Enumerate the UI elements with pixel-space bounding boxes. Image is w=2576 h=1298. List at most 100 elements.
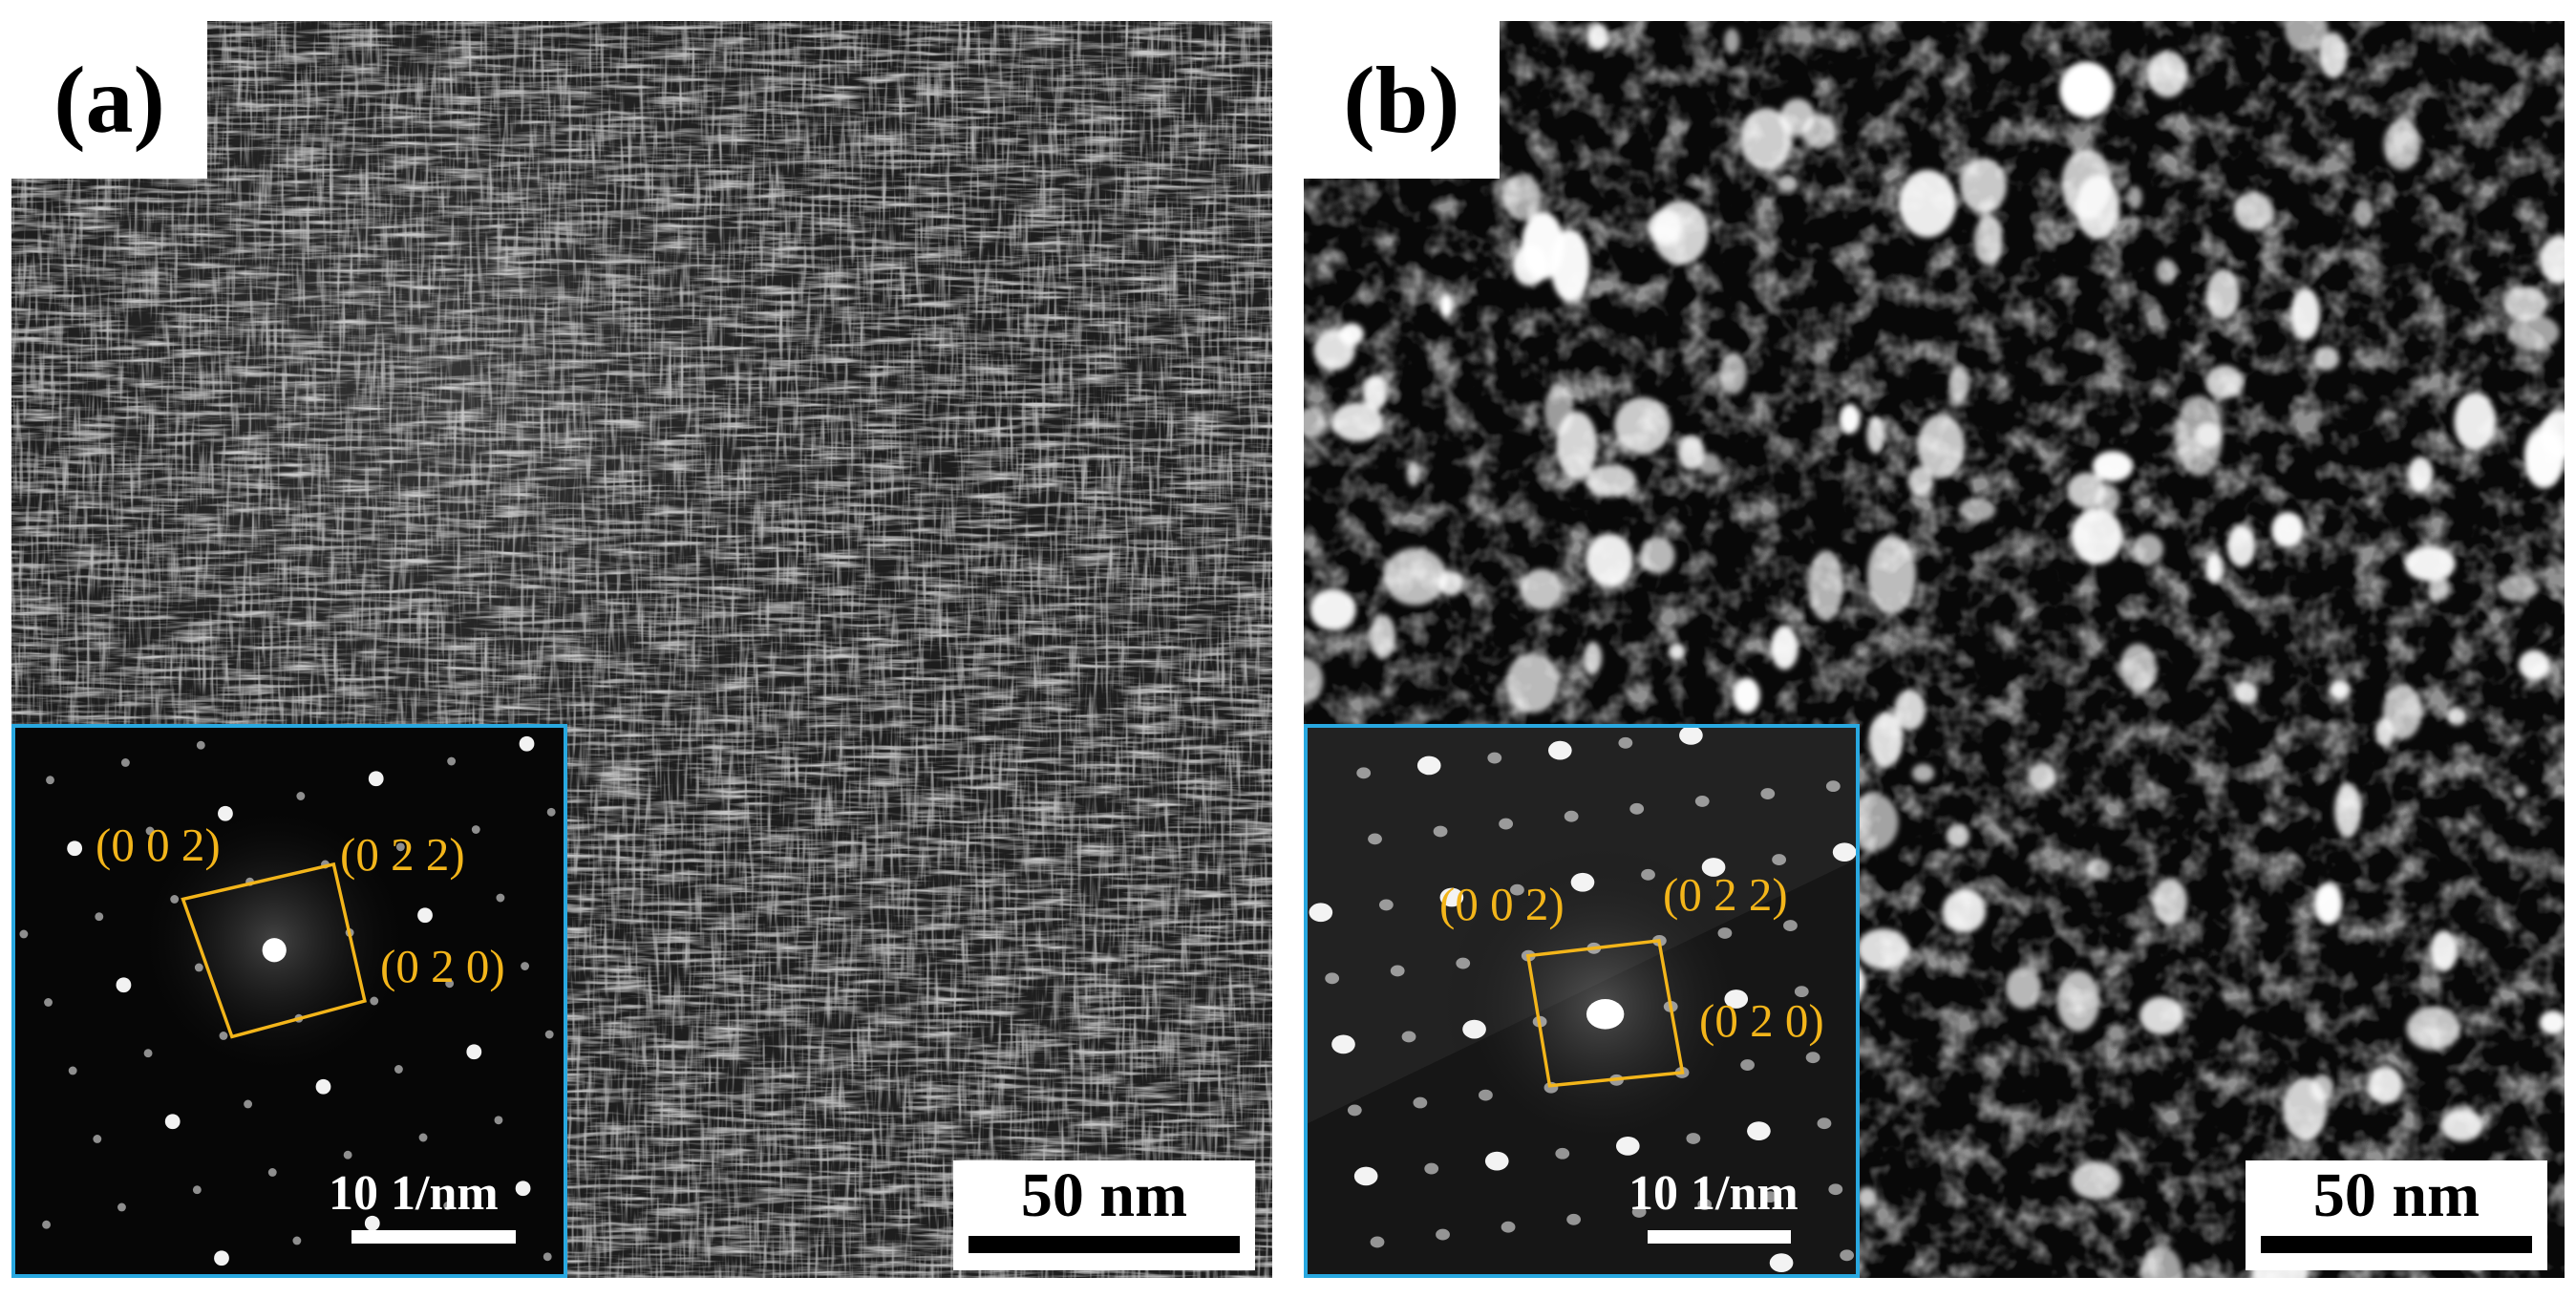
diffraction-spot: [1487, 752, 1502, 764]
diffraction-spots-a: [19, 735, 556, 1266]
precipitate-particle: [1946, 823, 1969, 848]
precipitate-particle: [1808, 550, 1843, 621]
precipitate-particle: [1857, 1187, 1878, 1208]
diffraction-spot: [1370, 1236, 1385, 1248]
diffraction-spot: [417, 907, 433, 924]
precipitate-particle: [2119, 643, 2157, 692]
precipitate-particle: [2147, 51, 2188, 97]
precipitate-particle: [1917, 414, 1966, 479]
diffraction-spot: [267, 1168, 277, 1177]
diffraction-spot: [1368, 833, 1382, 845]
diffraction-spot: [1747, 1121, 1771, 1140]
precipitate-particle: [1899, 169, 1956, 238]
diffraction-spot: [1501, 1221, 1516, 1233]
precipitate-particle: [1586, 533, 1633, 587]
precipitate-particle: [2539, 1011, 2565, 1035]
precipitate-particle: [1304, 657, 1324, 704]
precipitate-particle: [1383, 547, 1447, 606]
precipitate-particle: [1867, 535, 1916, 615]
diffraction-spot: [395, 842, 405, 852]
precipitate-particle: [1677, 436, 1705, 470]
diffraction-spot: [1832, 842, 1856, 862]
diffraction-spot: [515, 1181, 531, 1197]
precipitate-particle: [1942, 889, 1987, 933]
inset-scale-label-b: 10 1/nm: [1629, 1166, 1799, 1221]
diffraction-spot: [218, 805, 233, 821]
diffraction-spot: [543, 1252, 552, 1262]
diffraction-spot: [1456, 957, 1471, 969]
diffraction-spot: [1566, 1213, 1582, 1225]
diffraction-spot: [1828, 1183, 1843, 1196]
panel-label-b: (b): [1304, 21, 1500, 179]
diffraction-spot: [1555, 1147, 1570, 1160]
precipitate-particle: [1586, 464, 1636, 498]
precipitate-particle: [1740, 108, 1793, 171]
precipitate-particle: [2234, 681, 2258, 704]
diffraction-spot: [116, 977, 132, 993]
diffraction-spot: [196, 740, 205, 750]
precipitate-particle: [2194, 422, 2222, 449]
unit-cell-outline-a: [181, 862, 367, 1039]
diffraction-spot: [68, 1066, 77, 1075]
diffraction-spot: [1479, 1089, 1493, 1101]
precipitate-particle: [2056, 970, 2100, 1032]
precipitate-particle: [1512, 245, 1547, 287]
diffraction-spot: [364, 1215, 380, 1231]
precipitate-particle: [2374, 717, 2394, 746]
diffraction-spot: [1794, 986, 1809, 998]
precipitate-particle: [1949, 365, 1969, 404]
precipitate-particle: [2507, 314, 2560, 351]
diffraction-spot: [1325, 972, 1340, 985]
diffraction-spot: [544, 1030, 554, 1039]
precipitate-particle: [2206, 268, 2240, 320]
diffraction-spot: [1462, 1019, 1486, 1039]
precipitate-particle: [2092, 451, 2134, 482]
diffraction-spot: [1413, 1096, 1428, 1109]
diffraction-spot: [1347, 1104, 1362, 1117]
diffraction-spot: [1783, 920, 1798, 932]
diffraction-spot: [1499, 818, 1514, 830]
precipitate-particle: [2133, 533, 2163, 564]
diffraction-spot: [170, 895, 180, 904]
miller-index-020-b: (0 2 0): [1699, 994, 1824, 1047]
diffraction-spot: [418, 1133, 428, 1142]
precipitate-particle: [1911, 763, 1935, 783]
diffraction-inset-a: (0 0 2) (0 2 2) (0 2 0) 10 1/nm: [11, 724, 567, 1278]
diffraction-spot: [1840, 1249, 1855, 1262]
diffraction-spot: [494, 1116, 503, 1125]
precipitate-particle: [2430, 930, 2459, 971]
miller-index-002-b: (0 0 2): [1439, 878, 1565, 930]
diffraction-spot: [1586, 999, 1625, 1030]
precipitate-particle: [1777, 175, 1799, 193]
diffraction-spot: [343, 1150, 352, 1160]
diffraction-spot: [370, 996, 379, 1006]
precipitate-particle: [2127, 185, 2142, 209]
diffraction-spot: [194, 963, 203, 972]
precipitate-particle: [2334, 782, 2361, 838]
diffraction-spot: [1631, 1205, 1647, 1218]
precipitate-particle: [2156, 258, 2177, 285]
diffraction-spot: [1416, 755, 1441, 776]
diffraction-spot: [519, 735, 535, 752]
precipitate-particle: [2205, 553, 2224, 584]
precipitate-particle: [1437, 571, 1463, 596]
diffraction-spot: [1439, 887, 1464, 907]
precipitate-particle: [1959, 498, 1996, 521]
precipitate-particle: [1733, 677, 1760, 713]
precipitate-particle: [2005, 967, 2042, 1010]
diffraction-spots-b: [1309, 728, 1856, 1273]
precipitate-particle: [2408, 457, 2434, 492]
diffraction-spot: [445, 979, 455, 989]
diffraction-spot: [1378, 899, 1394, 911]
precipitate-particle: [2152, 878, 2187, 926]
precipitate-particle: [1868, 712, 1904, 768]
diffraction-spot: [466, 1044, 482, 1060]
scale-bar-b: [2261, 1236, 2532, 1253]
precipitate-particle: [1907, 466, 1934, 497]
inset-scale-bar-a: [351, 1230, 516, 1244]
diffraction-spot: [244, 1099, 253, 1109]
diffraction-spot: [471, 825, 480, 834]
diffraction-spot: [496, 893, 505, 903]
diffraction-inset-b: (0 0 2) (0 2 2) (0 2 0) 10 1/nm: [1304, 724, 1860, 1278]
diffraction-spot: [42, 1220, 51, 1229]
